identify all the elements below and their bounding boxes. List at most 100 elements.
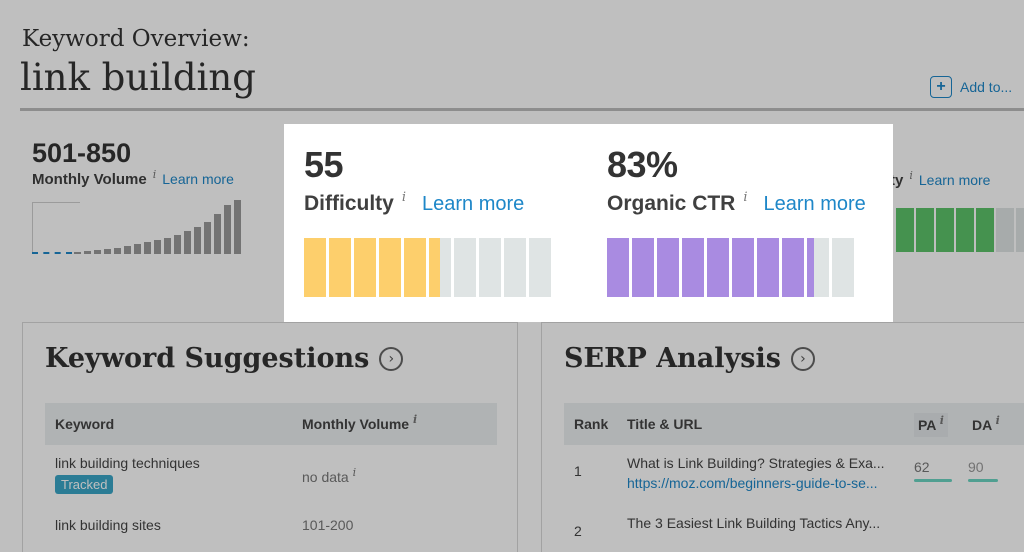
priority-bar-segment bbox=[1016, 208, 1024, 252]
info-icon[interactable]: i bbox=[743, 190, 748, 205]
pa-bar bbox=[914, 479, 952, 482]
add-to-list-button[interactable]: + Add to... bbox=[930, 76, 1012, 98]
chevron-right-icon[interactable]: › bbox=[790, 346, 815, 371]
organic-ctr-meter-segment-fill bbox=[782, 238, 804, 297]
rank-cell: 2 bbox=[574, 523, 582, 539]
serp-title-link[interactable]: The 3 Easiest Link Building Tactics Any.… bbox=[627, 515, 881, 531]
organic-ctr-meter-segment bbox=[632, 238, 654, 297]
difficulty-meter-segment bbox=[479, 238, 501, 297]
page-heading: Keyword Overview: bbox=[22, 26, 250, 52]
info-icon[interactable]: i bbox=[352, 466, 357, 479]
organic-ctr-meter-segment bbox=[682, 238, 704, 297]
difficulty-meter-segment bbox=[404, 238, 426, 297]
priority-bar-segment bbox=[916, 208, 934, 252]
organic-ctr-metric: 83% Organic CTR i Learn more bbox=[607, 144, 866, 216]
info-icon[interactable]: i bbox=[412, 413, 418, 426]
volume-chart-bar bbox=[234, 200, 241, 254]
column-keyword[interactable]: Keyword bbox=[55, 416, 115, 432]
serp-analysis-card: SERP Analysis › Rank Title & URL PA i DA… bbox=[541, 322, 1024, 552]
difficulty-meter-segment bbox=[354, 238, 376, 297]
priority-bar-segment bbox=[896, 208, 914, 252]
volume-chart-bar bbox=[134, 244, 141, 254]
keyword-suggestions-title[interactable]: Keyword Suggestions › bbox=[45, 343, 404, 374]
volume-chart-bar bbox=[104, 248, 111, 254]
da-bar bbox=[968, 479, 998, 482]
keyword-suggestions-table-header: Keyword Monthly Volume i bbox=[45, 403, 497, 445]
organic-ctr-meter bbox=[607, 238, 854, 297]
column-rank[interactable]: Rank bbox=[574, 416, 609, 432]
organic-ctr-meter-segment-fill bbox=[632, 238, 654, 297]
volume-chart-bar bbox=[194, 227, 201, 254]
organic-ctr-meter-segment bbox=[832, 238, 854, 297]
column-pa[interactable]: PA i bbox=[914, 413, 948, 437]
organic-ctr-meter-segment-fill bbox=[657, 238, 679, 297]
monthly-volume-chart bbox=[32, 200, 246, 254]
difficulty-meter-segment-fill bbox=[379, 238, 401, 297]
difficulty-meter-segment bbox=[454, 238, 476, 297]
difficulty-meter-segment bbox=[504, 238, 526, 297]
organic-ctr-meter-segment bbox=[757, 238, 779, 297]
difficulty-learn-more-link[interactable]: Learn more bbox=[422, 193, 525, 215]
serp-url-link[interactable]: https://moz.com/beginners-guide-to-se... bbox=[627, 475, 878, 491]
info-icon[interactable]: i bbox=[909, 169, 913, 182]
monthly-volume-learn-more-link[interactable]: Learn more bbox=[162, 171, 234, 187]
keyword-suggestions-title-text: Keyword Suggestions bbox=[45, 343, 370, 374]
priority-bar-segment bbox=[976, 208, 994, 252]
column-monthly-volume-text: Monthly Volume bbox=[302, 416, 410, 432]
difficulty-value: 55 bbox=[304, 144, 344, 185]
difficulty-meter-segment-fill bbox=[404, 238, 426, 297]
volume-chart-bar bbox=[84, 250, 91, 254]
info-icon[interactable]: i bbox=[152, 168, 157, 181]
volume-chart-bar bbox=[224, 205, 231, 254]
da-value: 90 bbox=[968, 459, 984, 475]
priority-metric: ty i Learn more bbox=[890, 169, 991, 189]
info-icon[interactable]: i bbox=[401, 190, 407, 205]
priority-label-fragment: ty bbox=[890, 172, 904, 189]
monthly-volume-metric: 501-850 Monthly Volume i Learn more bbox=[32, 138, 234, 188]
column-pa-text: PA bbox=[918, 417, 936, 433]
volume-chart-bar bbox=[154, 239, 161, 254]
volume-chart-bar bbox=[94, 249, 101, 254]
serp-analysis-title-text: SERP Analysis bbox=[564, 343, 781, 374]
difficulty-meter-segment-fill bbox=[354, 238, 376, 297]
organic-ctr-meter-segment bbox=[657, 238, 679, 297]
organic-ctr-meter-segment-fill bbox=[757, 238, 779, 297]
volume-chart-frame bbox=[32, 202, 80, 254]
volume-cell: no data i bbox=[302, 466, 357, 485]
plus-icon: + bbox=[930, 76, 952, 98]
volume-chart-bar bbox=[124, 245, 131, 254]
organic-ctr-meter-segment-fill bbox=[682, 238, 704, 297]
difficulty-meter-segment-fill bbox=[304, 238, 326, 297]
organic-ctr-meter-segment-fill bbox=[607, 238, 629, 297]
priority-learn-more-link[interactable]: Learn more bbox=[918, 172, 991, 188]
column-title-url[interactable]: Title & URL bbox=[627, 416, 703, 432]
volume-cell-text: no data bbox=[302, 469, 349, 485]
monthly-volume-label: Monthly Volume bbox=[32, 171, 147, 188]
column-da[interactable]: DA i bbox=[968, 413, 1004, 437]
serp-analysis-title[interactable]: SERP Analysis › bbox=[564, 343, 815, 374]
column-monthly-volume[interactable]: Monthly Volume i bbox=[302, 413, 418, 432]
spotlight-panel: 55 Difficulty i Learn more 83% Organic C… bbox=[284, 124, 893, 322]
monthly-volume-value: 501-850 bbox=[32, 138, 132, 168]
difficulty-metric: 55 Difficulty i Learn more bbox=[304, 144, 524, 216]
difficulty-meter-segment bbox=[429, 238, 451, 297]
serp-table-header: Rank Title & URL PA i DA i bbox=[564, 403, 1024, 445]
pa-value: 62 bbox=[914, 459, 930, 475]
tracked-badge: Tracked bbox=[55, 475, 114, 494]
priority-bar-segment bbox=[996, 208, 1014, 252]
chevron-right-icon[interactable]: › bbox=[379, 346, 404, 371]
serp-title-link[interactable]: What is Link Building? Strategies & Exa.… bbox=[627, 455, 885, 471]
volume-chart-bar bbox=[204, 221, 211, 254]
organic-ctr-learn-more-link[interactable]: Learn more bbox=[763, 193, 866, 215]
info-icon[interactable]: i bbox=[939, 414, 944, 427]
add-to-label: Add to... bbox=[960, 79, 1013, 95]
info-icon[interactable]: i bbox=[995, 414, 1000, 427]
difficulty-meter bbox=[304, 238, 551, 297]
keyword-cell[interactable]: link building sites bbox=[55, 517, 161, 533]
keyword-cell[interactable]: link building techniques bbox=[55, 455, 200, 471]
organic-ctr-meter-segment bbox=[607, 238, 629, 297]
priority-bar-segment bbox=[936, 208, 954, 252]
volume-chart-bar bbox=[164, 237, 171, 254]
volume-chart-baseline bbox=[32, 252, 72, 254]
difficulty-label: Difficulty bbox=[304, 192, 394, 215]
